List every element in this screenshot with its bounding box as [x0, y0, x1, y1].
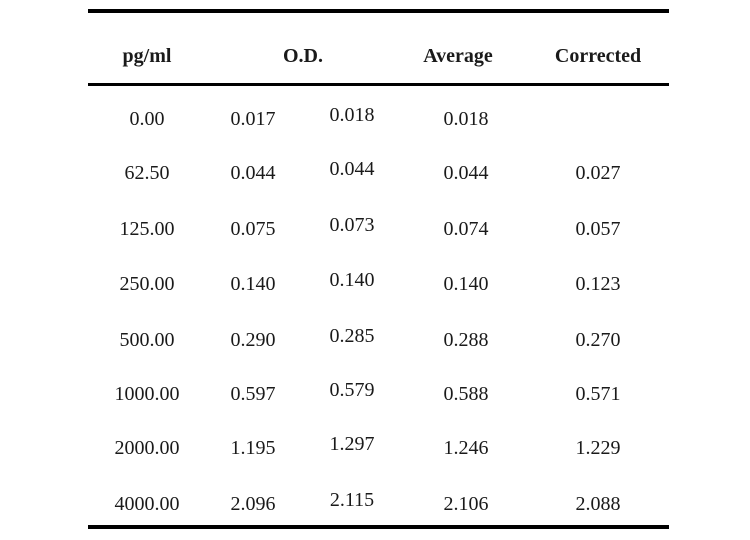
- header-average: Average: [423, 45, 493, 67]
- cell-od-2: 0.579: [329, 379, 375, 401]
- cell-concentration: 0.00: [129, 108, 165, 130]
- cell-concentration: 62.50: [124, 162, 170, 184]
- cell-average: 0.140: [443, 273, 489, 295]
- cell-od-2: 0.140: [329, 269, 375, 291]
- cell-corrected: 2.088: [575, 493, 621, 515]
- cell-od-1: 0.044: [230, 162, 276, 184]
- header-od: O.D.: [283, 45, 323, 67]
- table-top-rule: [88, 9, 669, 13]
- cell-od-1: 0.597: [230, 383, 276, 405]
- cell-concentration: 125.00: [119, 218, 175, 240]
- cell-corrected: 0.027: [575, 162, 621, 184]
- cell-average: 0.288: [443, 329, 489, 351]
- cell-corrected: 0.270: [575, 329, 621, 351]
- cell-average: 0.074: [443, 218, 489, 240]
- cell-od-1: 2.096: [230, 493, 276, 515]
- cell-average: 0.044: [443, 162, 489, 184]
- cell-od-1: 0.140: [230, 273, 276, 295]
- cell-od-2: 0.018: [329, 104, 375, 126]
- cell-concentration: 2000.00: [114, 437, 180, 459]
- cell-od-1: 0.017: [230, 108, 276, 130]
- cell-od-1: 0.075: [230, 218, 276, 240]
- header-rule: [88, 83, 669, 86]
- cell-od-1: 1.195: [230, 437, 276, 459]
- cell-average: 2.106: [443, 493, 489, 515]
- cell-average: 0.018: [443, 108, 489, 130]
- cell-concentration: 250.00: [119, 273, 175, 295]
- cell-concentration: 4000.00: [114, 493, 180, 515]
- cell-od-2: 0.073: [329, 214, 375, 236]
- cell-corrected: 0.571: [575, 383, 621, 405]
- header-corrected: Corrected: [554, 45, 642, 67]
- cell-corrected: 1.229: [575, 437, 621, 459]
- cell-od-2: 2.115: [329, 489, 375, 511]
- cell-concentration: 500.00: [119, 329, 175, 351]
- cell-average: 1.246: [443, 437, 489, 459]
- cell-od-2: 0.044: [329, 158, 375, 180]
- cell-od-1: 0.290: [230, 329, 276, 351]
- cell-od-2: 1.297: [329, 433, 375, 455]
- cell-corrected: 0.057: [575, 218, 621, 240]
- cell-average: 0.588: [443, 383, 489, 405]
- header-concentration: pg/ml: [122, 45, 172, 67]
- cell-concentration: 1000.00: [114, 383, 180, 405]
- cell-od-2: 0.285: [329, 325, 375, 347]
- table-bottom-rule: [88, 525, 669, 529]
- cell-corrected: 0.123: [575, 273, 621, 295]
